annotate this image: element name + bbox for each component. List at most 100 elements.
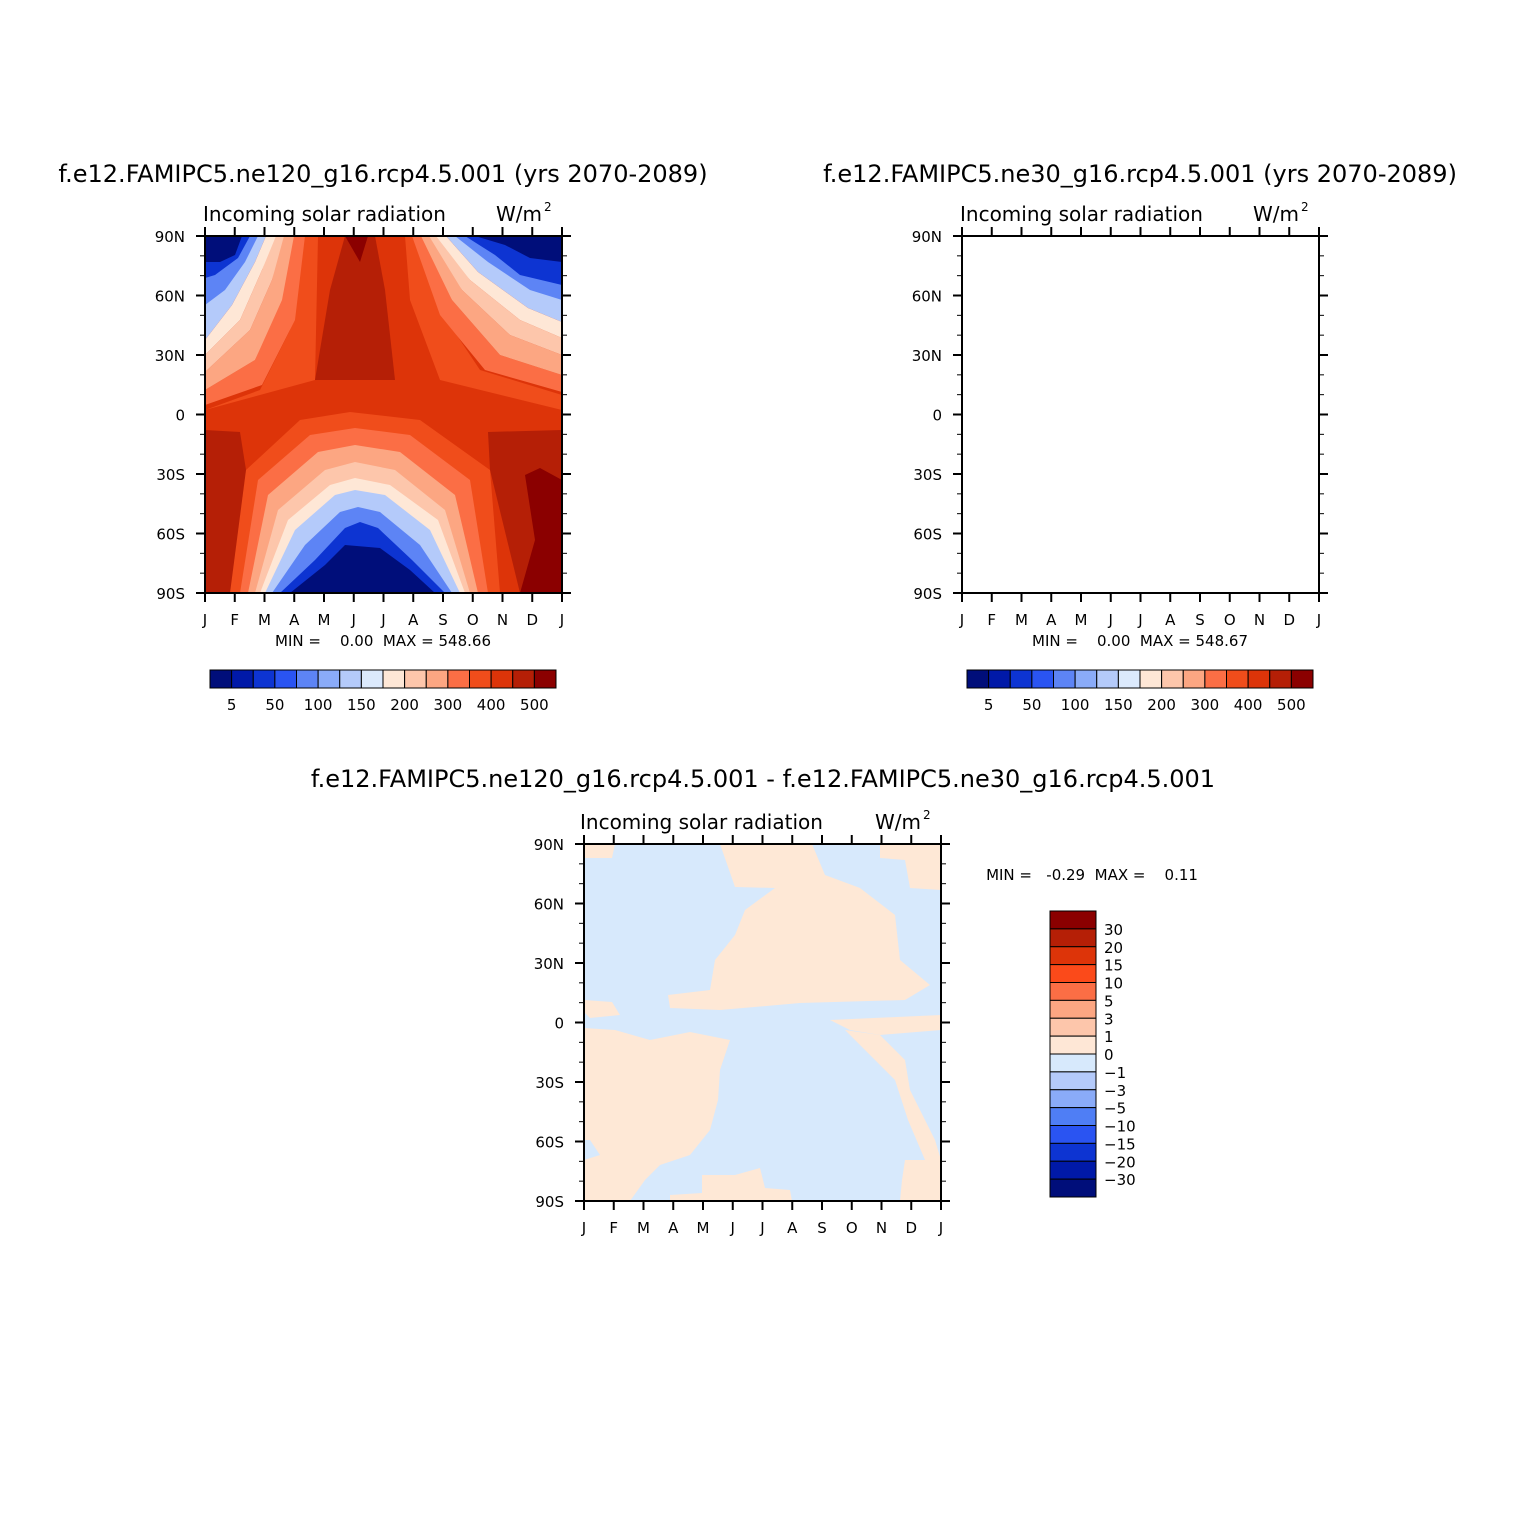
colorbar-label: 1 <box>1104 1028 1114 1046</box>
colorbar-box <box>339 669 362 689</box>
x-tick-label: M <box>697 1219 710 1237</box>
y-tick-label: 60N <box>534 896 564 914</box>
contour-field <box>962 236 1319 593</box>
colorbar-box <box>1117 669 1141 689</box>
y-tick-label: 60S <box>156 526 185 544</box>
colorbar: 5 50 100 150 200 300 400 500 <box>966 669 1314 714</box>
colorbar-label: 20 <box>1104 939 1123 957</box>
positive-region-top-right <box>880 844 941 890</box>
colorbar-box <box>360 669 384 689</box>
y-tick-label: 0 <box>175 407 185 425</box>
contour-south-min <box>1047 545 1192 593</box>
colorbar-box <box>1226 669 1249 689</box>
x-tick-label: A <box>1046 611 1057 629</box>
colorbar-box <box>296 669 319 689</box>
colorbar-box <box>447 669 470 689</box>
contour-south-8 <box>1037 522 1202 593</box>
y-tick-label: 90S <box>535 1193 564 1211</box>
colorbar-box <box>1053 669 1076 689</box>
colorbar-box <box>1049 1178 1097 1198</box>
x-tick-label: J <box>938 1219 943 1237</box>
contour-north-max <box>345 236 368 262</box>
x-tick-label: J <box>351 611 356 629</box>
stats-label: MIN = -0.29 MAX = 0.11 <box>986 866 1198 884</box>
x-tick-label: M <box>1075 611 1088 629</box>
colorbar: 5 50 100 150 200 300 400 500 <box>209 669 557 714</box>
panel-difference: f.e12.FAMIPC5.ne120_g16.rcp4.5.001 - f.e… <box>311 765 1215 1237</box>
contour-south-max <box>520 468 562 593</box>
contour-north-right-dark <box>1222 236 1319 285</box>
contour-north-left-3 <box>962 236 1051 390</box>
x-tick-label: M <box>1015 611 1028 629</box>
colorbar-label: 100 <box>304 696 333 714</box>
y-tick-label: 90N <box>534 836 564 854</box>
colorbar-box <box>1049 1107 1097 1126</box>
contour-south-5 <box>1017 478 1222 593</box>
units-label: W/m <box>496 202 542 226</box>
colorbar-box <box>1049 999 1097 1019</box>
y-tick-label: 60S <box>913 526 942 544</box>
units-exponent: 2 <box>544 200 552 214</box>
contour-north-right-3 <box>421 236 562 375</box>
colorbar-label: −3 <box>1104 1082 1126 1100</box>
x-tick-label: N <box>876 1219 887 1237</box>
x-tick-label: O <box>1224 611 1236 629</box>
colorbar-box <box>1074 669 1098 689</box>
contour-north-right-5 <box>436 236 562 338</box>
positive-region-equator-right <box>830 1015 941 1035</box>
colorbar-box <box>1096 669 1119 689</box>
units-exponent: 2 <box>1301 200 1309 214</box>
colorbar-label: 400 <box>477 696 506 714</box>
colorbar-box <box>1049 928 1097 948</box>
positive-region-south-right <box>845 1030 941 1160</box>
y-tick-label: 0 <box>932 407 942 425</box>
colorbar-label: 200 <box>390 696 419 714</box>
colorbar-label: 300 <box>1191 696 1220 714</box>
panel-ne120: f.e12.FAMIPC5.ne120_g16.rcp4.5.001 (yrs … <box>58 160 707 714</box>
contour-north-right-3 <box>1178 236 1319 375</box>
y-tick-label: 30S <box>156 466 185 484</box>
y-tick-label: 30N <box>912 347 942 365</box>
x-tick-label: S <box>817 1219 827 1237</box>
colorbar-box <box>1161 669 1184 689</box>
colorbar-box <box>404 669 427 689</box>
colorbar-box <box>382 669 406 689</box>
contour-north-left-4 <box>962 236 1041 372</box>
contour-north-right-4 <box>1186 236 1319 355</box>
y-tick-label: 30S <box>913 466 942 484</box>
colorbar-box <box>469 669 492 689</box>
colorbar-box <box>209 669 233 689</box>
colorbar-label: 50 <box>1022 696 1041 714</box>
colorbar-box <box>1139 669 1163 689</box>
contour-north-left-1 <box>205 236 318 410</box>
colorbar-box <box>1049 1142 1097 1162</box>
x-tick-label: J <box>1316 611 1321 629</box>
x-tick-label: O <box>846 1219 858 1237</box>
x-tick-label: M <box>637 1219 650 1237</box>
y-tick-label: 90N <box>155 228 185 246</box>
colorbar-label: 500 <box>520 696 549 714</box>
colorbar-label: 5 <box>1104 992 1114 1010</box>
colorbar-box <box>1204 669 1227 689</box>
contour-south-7 <box>1029 507 1209 593</box>
colorbar-box <box>231 669 254 689</box>
x-tick-label: A <box>668 1219 679 1237</box>
colorbar-label: 5 <box>984 696 994 714</box>
positive-region-top-left <box>584 844 615 858</box>
colorbar-label: 0 <box>1104 1046 1114 1064</box>
colorbar-box <box>988 669 1011 689</box>
panel-ne30: f.e12.FAMIPC5.ne30_g16.rcp4.5.001 (yrs 2… <box>823 160 1457 714</box>
x-tick-label: A <box>787 1219 798 1237</box>
x-tick-label: N <box>497 611 508 629</box>
colorbar-box <box>1049 946 1097 966</box>
positive-region-equator-left <box>584 1000 620 1018</box>
contour-north-left-min <box>962 236 999 262</box>
colorbar-box <box>1049 1071 1097 1091</box>
x-tick-label: D <box>526 611 538 629</box>
colorbar-box <box>425 669 449 689</box>
colorbar-box <box>1290 669 1314 689</box>
x-tick-label: F <box>609 1219 618 1237</box>
colorbar-box <box>1009 669 1033 689</box>
